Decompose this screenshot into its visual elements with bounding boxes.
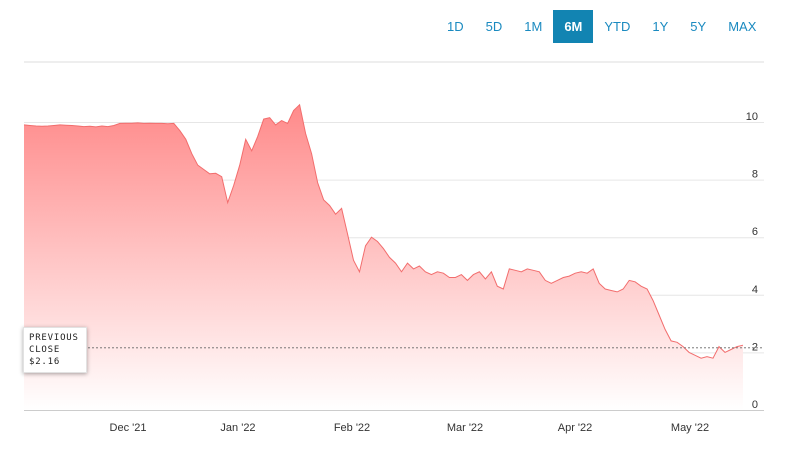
x-tick-label: Apr '22 <box>558 422 593 434</box>
tooltip-label-line2: CLOSE <box>29 345 61 355</box>
y-tick-label: 0 <box>752 399 758 411</box>
x-tick-label: May '22 <box>671 422 709 434</box>
y-tick-label: 2 <box>752 341 758 353</box>
x-tick-label: Mar '22 <box>447 422 483 434</box>
price-area <box>24 104 743 410</box>
y-tick-label: 10 <box>746 111 758 123</box>
range-tab-1m[interactable]: 1M <box>524 19 543 34</box>
range-tab-ytd[interactable]: YTD <box>604 19 631 34</box>
x-tick-label: Dec '21 <box>110 422 147 434</box>
range-tab-5y[interactable]: 5Y <box>690 19 707 34</box>
range-tab-1d[interactable]: 1D <box>447 19 464 34</box>
range-tab-5d[interactable]: 5D <box>485 19 503 34</box>
range-tab-max[interactable]: MAX <box>728 19 757 34</box>
x-tick-label: Feb '22 <box>334 422 370 434</box>
x-tick-label: Jan '22 <box>220 422 255 434</box>
range-tab-6m[interactable]: 6M <box>553 10 594 43</box>
y-tick-label: 8 <box>752 169 758 181</box>
previous-close-tooltip: PREVIOUS CLOSE $2.16 <box>23 327 87 373</box>
tooltip-value: $2.16 <box>29 357 61 367</box>
y-tick-label: 6 <box>752 226 758 238</box>
range-selector: 1D 5D 1M 6M YTD 1Y 5Y MAX <box>436 10 767 43</box>
x-axis-labels: Dec '21 Jan '22 Feb '22 Mar '22 Apr '22 May '… <box>110 422 710 434</box>
tooltip-label-line1: PREVIOUS <box>29 333 79 343</box>
y-axis-labels: 0 2 4 6 8 10 <box>746 111 758 411</box>
range-tab-1y[interactable]: 1Y <box>652 19 669 34</box>
y-tick-label: 4 <box>752 284 758 296</box>
price-line <box>23 103 744 359</box>
